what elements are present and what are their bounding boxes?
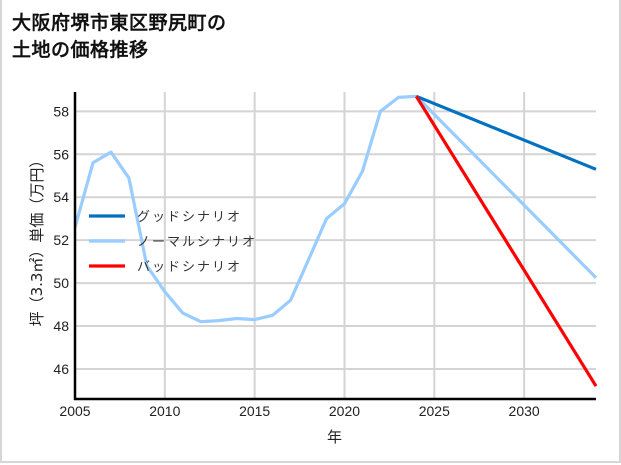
series-line [415, 94, 597, 171]
tick-labels: 46 48 50 52 54 56 58 2005 2010 2015 2020 2025 2030 [53, 103, 539, 419]
legend-label: ノーマルシナリオ [137, 235, 257, 250]
x-tick-label: 2025 [419, 403, 450, 419]
x-tick-label: 2010 [149, 403, 180, 419]
gridlines [75, 92, 596, 399]
y-tick-label: 50 [53, 275, 69, 291]
legend-label: バッドシナリオ [137, 260, 242, 275]
y-tick-label: 56 [53, 146, 69, 162]
title-line-2: 土地の価格推移 [12, 39, 149, 61]
data-series [73, 94, 598, 387]
legend-label: グッドシナリオ [137, 210, 242, 225]
y-tick-label: 48 [53, 318, 69, 334]
y-tick-label: 46 [53, 361, 69, 377]
y-tick-label: 54 [53, 189, 69, 205]
title-line-1: 大阪府堺市東区野尻町の [12, 12, 227, 34]
chart-title: 大阪府堺市東区野尻町の 土地の価格推移 [12, 10, 227, 64]
series-line [414, 95, 598, 387]
y-axis-label: 坪（3.3㎡）単価（万円） [28, 153, 46, 327]
x-tick-label: 2020 [329, 403, 360, 419]
y-tick-label: 52 [53, 232, 69, 248]
series-line [73, 94, 598, 324]
x-tick-label: 2005 [59, 403, 90, 419]
x-tick-label: 2015 [239, 403, 270, 419]
y-tick-label: 58 [53, 103, 69, 119]
x-axis-label: 年 [327, 428, 342, 446]
x-tick-label: 2030 [509, 403, 540, 419]
axes [73, 92, 596, 401]
